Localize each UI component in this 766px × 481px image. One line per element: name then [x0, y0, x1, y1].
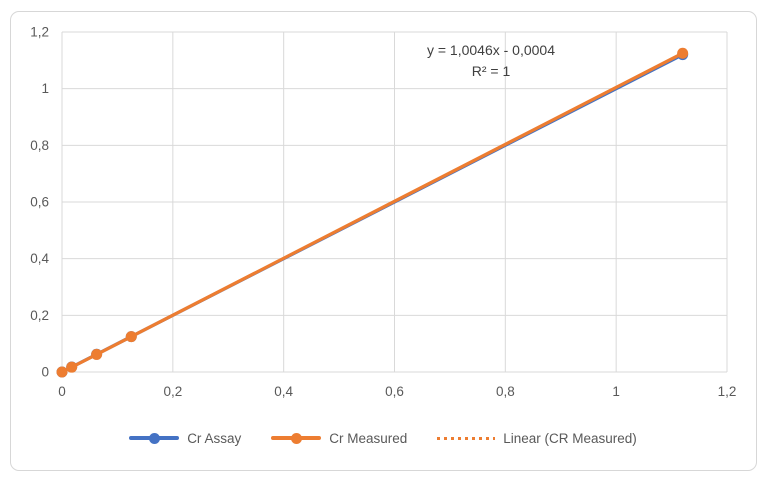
legend-item-linear-cr-measured-[interactable]: Linear (CR Measured)	[437, 431, 637, 446]
r-squared-text: R² = 1	[471, 63, 511, 79]
y-axis-tick-label: 0,2	[30, 308, 49, 323]
y-axis-tick-label: 0,6	[30, 195, 49, 210]
legend-dotted-line-swatch	[437, 436, 496, 440]
x-axis-tick-label: 0	[58, 384, 66, 399]
x-axis-tick-label: 1	[612, 384, 620, 399]
legend-item-cr-measured[interactable]: Cr Measured	[271, 431, 407, 446]
chart-legend: Cr Assay Cr Measured Linear (CR Measured)	[12, 426, 754, 450]
legend-label: Cr Assay	[187, 430, 242, 446]
y-axis-tick-label: 0	[41, 365, 49, 380]
trendline-equation: y = 1,0046x - 0,0004 R² = 1	[398, 40, 584, 82]
x-axis-tick-label: 0,8	[496, 384, 515, 399]
chart-frame	[10, 11, 757, 471]
data-point-marker	[66, 361, 78, 373]
legend-marker-dot	[148, 432, 160, 444]
trendline	[61, 52, 684, 374]
x-axis-tick-label: 0,2	[163, 384, 182, 399]
legend-item-cr-assay[interactable]: Cr Assay	[129, 431, 241, 446]
y-axis-tick-label: 1,2	[30, 25, 49, 40]
x-axis-tick-label: 0,4	[274, 384, 293, 399]
equation-text: y = 1,0046x - 0,0004	[426, 42, 556, 58]
x-axis-tick-label: 1,2	[718, 384, 737, 399]
legend-marker-dot	[290, 432, 302, 444]
data-point-marker	[677, 47, 689, 59]
y-axis-tick-label: 0,8	[30, 138, 49, 153]
x-axis-tick-label: 0,6	[385, 384, 404, 399]
y-axis-tick-label: 1	[41, 81, 49, 96]
legend-label: Linear (CR Measured)	[503, 430, 637, 446]
legend-line-marker-swatch	[271, 432, 322, 444]
legend-label: Cr Measured	[329, 430, 408, 446]
legend-line-marker-swatch	[129, 432, 180, 444]
y-axis-tick-label: 0,4	[30, 251, 49, 266]
